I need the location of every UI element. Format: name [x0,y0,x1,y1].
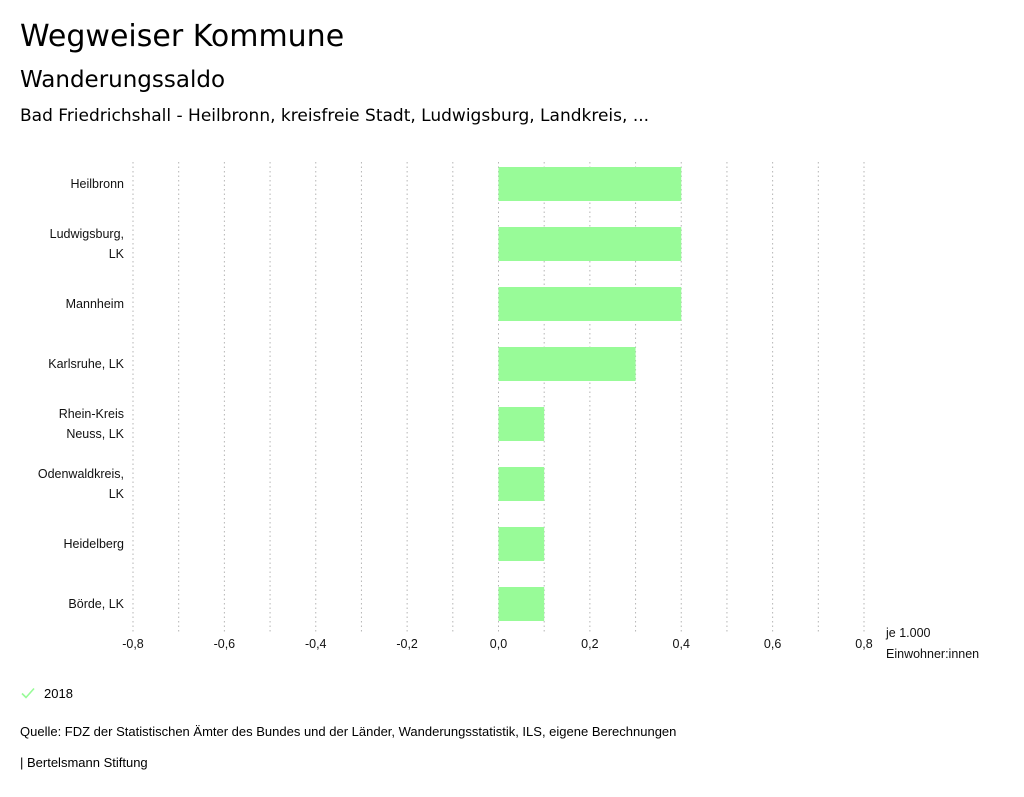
category-label: Karlsruhe, LK [48,357,124,371]
source-note: Quelle: FDZ der Statistischen Ämter des … [20,724,677,739]
x-axis-unit: je 1.000 Einwohner:innen [885,626,979,661]
x-tick-label: 0,4 [673,637,690,651]
check-icon [21,687,35,699]
bar[interactable] [498,527,545,561]
legend-label: 2018 [44,685,73,701]
credit-note: | Bertelsmann Stiftung [20,755,148,770]
bar[interactable] [498,347,636,381]
x-axis-label: je 1.000 [885,626,931,640]
category-label: Mannheim [66,297,124,311]
x-tick-label: -0,4 [305,637,327,651]
category-label: Ludwigsburg, LK [50,227,125,261]
region-heading: Bad Friedrichshall - Heilbronn, kreisfre… [20,106,650,126]
x-tick-label: 0,8 [855,637,872,651]
category-label: Rhein-Kreis Neuss, LK [59,407,125,441]
x-tick-label: 0,6 [764,637,781,651]
x-tick-labels: -0,8 -0,6 -0,4 -0,2 0,0 0,2 0,4 0,6 0,8 [122,637,873,651]
category-label: Börde, LK [68,597,124,611]
category-labels: Heilbronn Ludwigsburg, LK Mannheim Karlsruhe… [38,177,125,611]
page-title: Wegweiser Kommune [20,19,345,54]
grid-lines [132,162,865,632]
x-tick-label: -0,6 [214,637,236,651]
category-label: Odenwaldkreis, LK [38,467,125,501]
bar[interactable] [498,287,682,321]
x-tick-label: -0,8 [122,637,144,651]
bar[interactable] [498,407,545,441]
bars [498,167,682,621]
bar[interactable] [498,587,545,621]
chart-subtitle: Wanderungssaldo [20,67,226,93]
x-tick-label: 0,2 [581,637,598,651]
bar-chart: Heilbronn Ludwigsburg, LK Mannheim Karlsruhe… [38,162,979,661]
category-label: Heidelberg [64,537,125,551]
x-tick-label: 0,0 [490,637,507,651]
bar[interactable] [498,167,682,201]
bar[interactable] [498,467,545,501]
x-tick-label: -0,2 [396,637,418,651]
category-label: Heilbronn [70,177,124,191]
legend[interactable]: 2018 [20,685,73,701]
x-axis-label: Einwohner:innen [886,647,979,661]
bar[interactable] [498,227,682,261]
